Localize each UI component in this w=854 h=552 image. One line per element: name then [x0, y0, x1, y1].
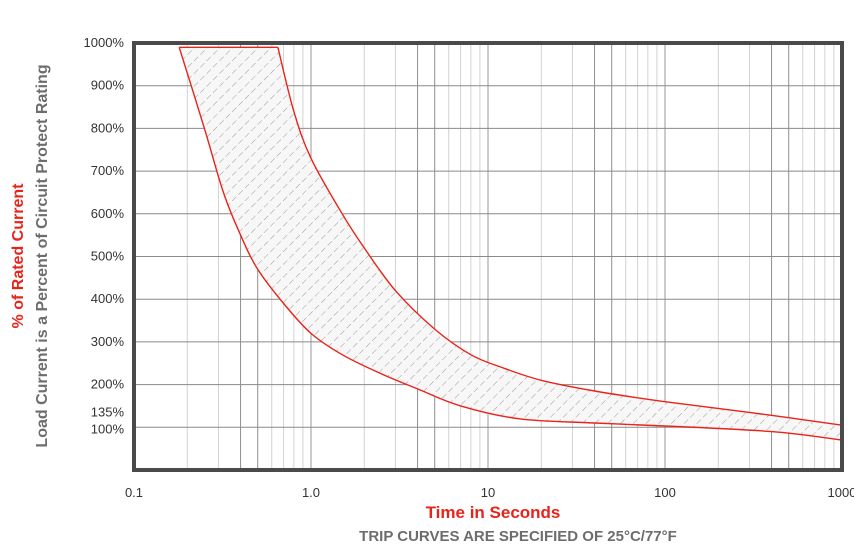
y-tick-label: 700%: [91, 163, 125, 178]
y-axis-label: % of Rated Current: [10, 183, 27, 329]
x-tick-label: 100: [654, 485, 676, 500]
trip-band-area: [179, 47, 842, 441]
plot-frame: [132, 41, 844, 472]
x-tick-label: 1.0: [302, 485, 320, 500]
y-tick-label: 1000%: [84, 35, 125, 50]
x-tick-label: 10: [481, 485, 495, 500]
y-tick-label: 200%: [91, 377, 125, 392]
y-tick-label: 300%: [91, 334, 125, 349]
y-tick-label: 135%: [91, 404, 125, 419]
max-trip-curve: [277, 47, 842, 426]
y-tick-label: 500%: [91, 249, 125, 264]
y-tick-label: 600%: [91, 206, 125, 221]
y-tick-label: 900%: [91, 78, 125, 93]
y-tick-label: 800%: [91, 120, 125, 135]
y-tick-label: 400%: [91, 291, 125, 306]
min-trip-curve: [178, 47, 842, 441]
x-tick-label: 0.1: [125, 485, 143, 500]
x-axis-ticks: 0.1 1.0 10 100 1000: [125, 485, 854, 500]
temperature-note: TRIP CURVES ARE SPECIFIED OF 25°C/77°F: [359, 528, 677, 545]
y-tick-label: 100%: [91, 421, 125, 436]
y-axis-ticks: 100% 135% 200% 300% 400% 500% 600% 700% 800% 900%…: [84, 35, 125, 436]
x-tick-label: 1000: [828, 485, 854, 500]
y-axis-secondary-label: Load Current is a Percent of Circuit Pro…: [34, 64, 51, 447]
x-axis-label: Time in Seconds: [426, 503, 561, 522]
